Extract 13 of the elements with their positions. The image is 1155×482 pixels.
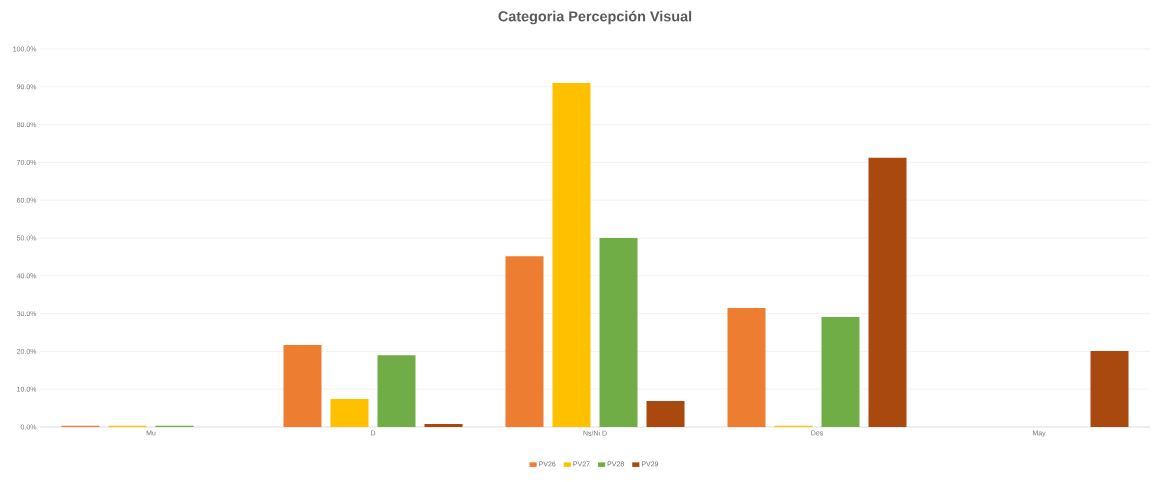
bar: [283, 344, 322, 427]
bar: [424, 423, 463, 427]
bar: [821, 317, 860, 427]
bar: [552, 83, 591, 427]
bar: [868, 157, 907, 427]
bar: [330, 399, 369, 427]
bar: [377, 355, 416, 427]
bar: [599, 238, 638, 427]
bar: [505, 256, 544, 427]
bar: [1090, 351, 1129, 427]
bar: [727, 307, 766, 427]
chart-title: Categoria Percepción Visual: [498, 10, 692, 25]
bar: [646, 400, 685, 427]
